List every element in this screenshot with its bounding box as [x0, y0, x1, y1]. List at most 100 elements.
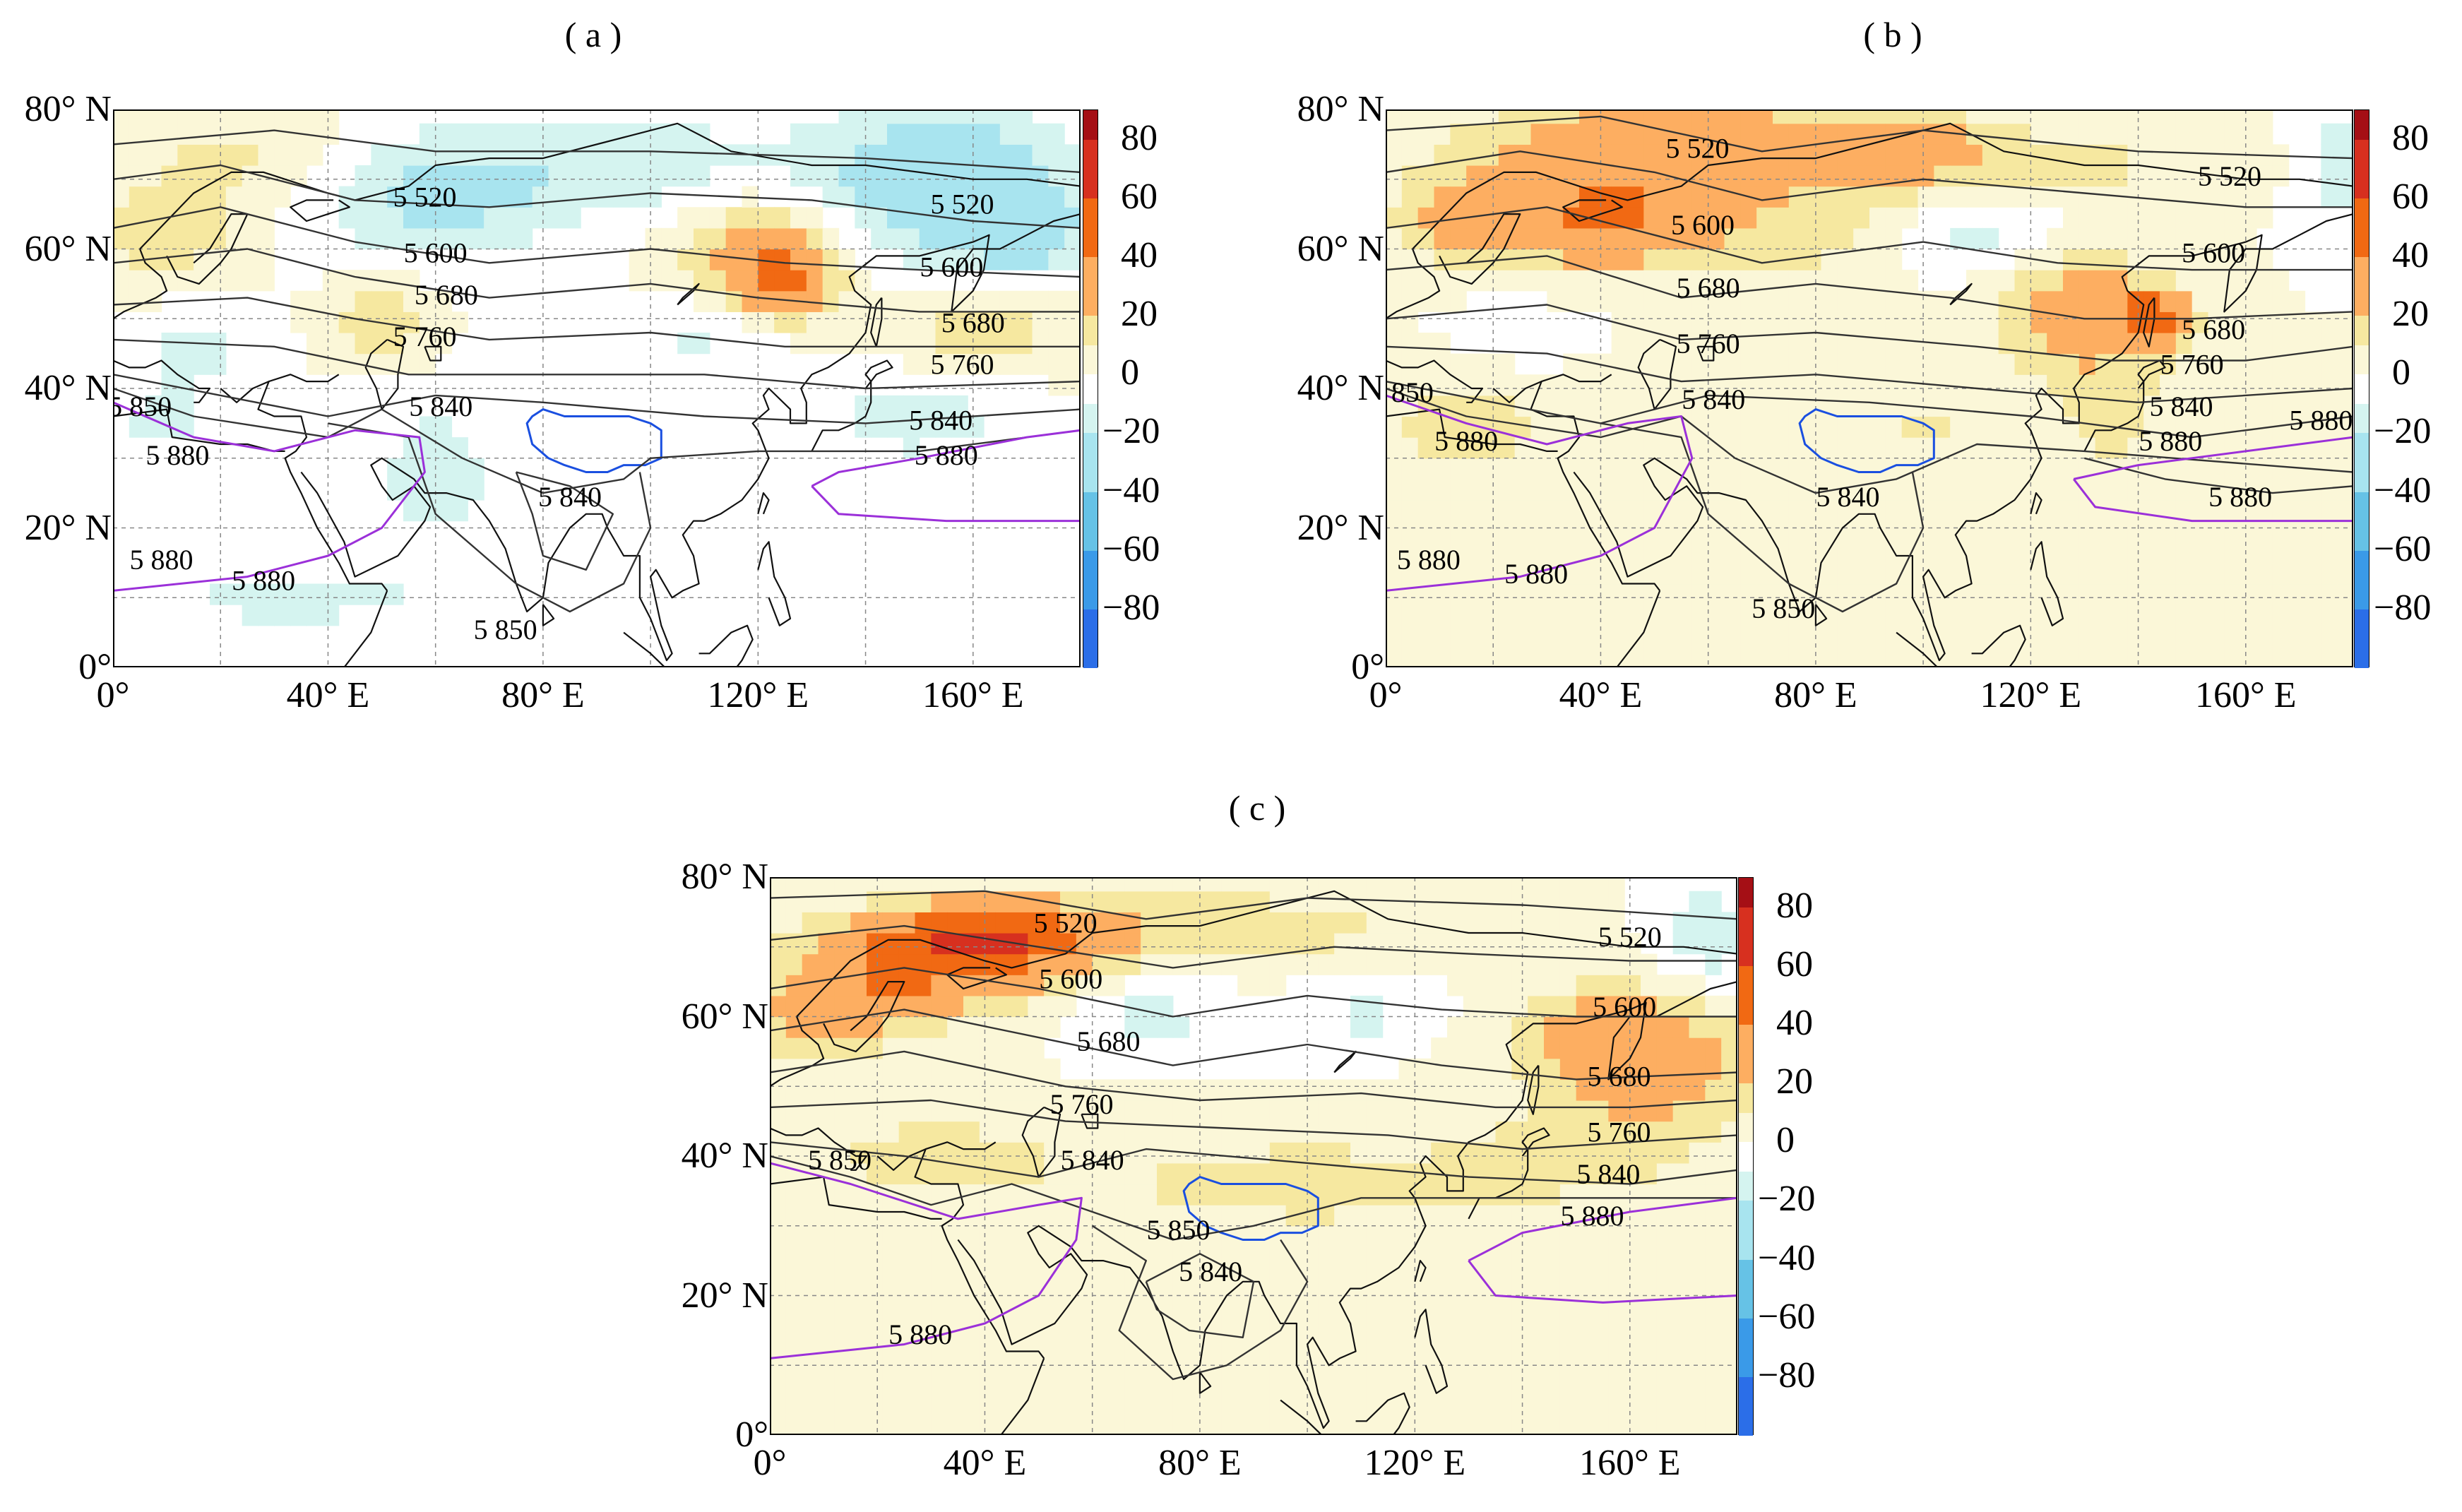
anomaly-cell — [419, 123, 436, 145]
anomaly-cell — [1401, 227, 1419, 250]
anomaly-cell — [2127, 374, 2144, 396]
anomaly-cell — [1689, 1372, 1706, 1394]
anomaly-cell — [1189, 1205, 1206, 1227]
anomaly-cell — [1205, 1288, 1222, 1310]
colorbar-tick-label: −20 — [2374, 411, 2432, 452]
anomaly-cell — [1724, 186, 1741, 208]
anomaly-cell — [1608, 1351, 1625, 1373]
anomaly-cell — [770, 1268, 787, 1290]
colorbar-segment — [2355, 374, 2369, 404]
anomaly-cell — [1982, 333, 1999, 355]
anomaly-cell — [1398, 1372, 1415, 1394]
anomaly-cell — [1611, 605, 1629, 626]
y-tick-label: 0° — [78, 647, 112, 687]
anomaly-cell — [1141, 1393, 1158, 1415]
anomaly-cell — [1011, 1414, 1028, 1435]
anomaly-cell — [1901, 583, 1919, 605]
anomaly-cell — [2014, 625, 2031, 647]
anomaly-cell — [1869, 646, 1886, 667]
anomaly-cell — [1773, 416, 1790, 438]
anomaly-cell — [1544, 1121, 1561, 1143]
anomaly-cell — [1853, 458, 1870, 480]
anomaly-cell — [1498, 374, 1516, 396]
anomaly-cell — [1740, 333, 1757, 355]
anomaly-cell — [1773, 605, 1790, 626]
anomaly-cell — [963, 1414, 980, 1435]
anomaly-cell — [1643, 311, 1660, 333]
anomaly-cell — [1076, 1393, 1093, 1415]
anomaly-cell — [802, 1016, 819, 1038]
anomaly-cell — [2208, 500, 2225, 522]
anomaly-cell — [2111, 207, 2128, 229]
anomaly-cell — [770, 912, 787, 934]
anomaly-cell — [419, 353, 436, 375]
anomaly-cell — [161, 123, 178, 145]
anomaly-cell — [915, 1309, 932, 1331]
anomaly-cell — [129, 123, 146, 145]
coastline — [1414, 1309, 1449, 1394]
anomaly-cell — [2079, 520, 2096, 542]
anomaly-cell — [1157, 1142, 1174, 1164]
anomaly-cell — [1656, 1162, 1674, 1185]
anomaly-cell — [1398, 1205, 1415, 1227]
anomaly-cell — [1366, 995, 1384, 1018]
anomaly-cell — [1853, 109, 1870, 124]
anomaly-cell — [1060, 1205, 1077, 1227]
anomaly-cell — [1998, 374, 2016, 396]
anomaly-cell — [1627, 186, 1644, 208]
anomaly-cell — [785, 1414, 803, 1435]
anomaly-cell — [1917, 437, 1934, 459]
anomaly-cell — [1511, 1246, 1528, 1268]
anomaly-cell — [1450, 500, 1467, 522]
anomaly-cell — [1869, 500, 1886, 522]
anomaly-cell — [1514, 500, 1532, 522]
anomaly-cell — [612, 123, 630, 145]
anomaly-cell — [1869, 207, 1886, 229]
anomaly-cell — [995, 975, 1013, 996]
anomaly-cell — [1788, 353, 1806, 375]
anomaly-cell — [419, 437, 436, 459]
anomaly-cell — [1028, 1079, 1045, 1101]
anomaly-cell — [2111, 144, 2128, 166]
anomaly-cell — [419, 416, 436, 438]
anomaly-cell — [1205, 1309, 1222, 1331]
anomaly-cell — [1028, 1330, 1045, 1352]
anomaly-cell — [2160, 458, 2177, 480]
anomaly-cell — [2305, 583, 2321, 605]
anomaly-cell — [1576, 1414, 1593, 1435]
anomaly-cell — [2143, 165, 2160, 187]
anomaly-cell — [1417, 437, 1435, 459]
anomaly-cell — [2337, 500, 2353, 522]
anomaly-cell — [898, 953, 916, 975]
anomaly-cell — [2224, 374, 2241, 396]
anomaly-cell — [979, 912, 997, 934]
coastline — [1081, 1113, 1099, 1129]
anomaly-cell — [1064, 165, 1081, 187]
anomaly-cell — [258, 186, 275, 208]
anomaly-cell — [882, 1142, 900, 1164]
anomaly-cell — [1028, 1121, 1045, 1143]
anomaly-cell — [2240, 416, 2257, 438]
anomaly-cell — [2160, 583, 2177, 605]
anomaly-cell — [2079, 109, 2096, 124]
anomaly-cell — [2224, 625, 2241, 647]
anomaly-cell — [1547, 646, 1564, 667]
anomaly-cell — [1108, 1372, 1125, 1394]
anomaly-cell — [834, 1309, 851, 1331]
anomaly-cell — [1804, 249, 1822, 270]
anomaly-cell — [1511, 953, 1528, 975]
anomaly-cell — [2240, 333, 2257, 355]
anomaly-cell — [1595, 605, 1612, 626]
anomaly-cell — [903, 165, 920, 187]
anomaly-cell — [2224, 333, 2241, 355]
coastline — [1949, 282, 1973, 306]
anomaly-cell — [1821, 311, 1838, 333]
anomaly-cell — [951, 311, 968, 333]
anomaly-cell — [1804, 311, 1822, 333]
anomaly-cell — [2063, 605, 2080, 626]
anomaly-cell — [1559, 1205, 1577, 1227]
colorbar-segment — [1083, 403, 1098, 434]
anomaly-cell — [2224, 123, 2241, 145]
anomaly-cell — [822, 144, 840, 166]
anomaly-cell — [1141, 1288, 1158, 1310]
